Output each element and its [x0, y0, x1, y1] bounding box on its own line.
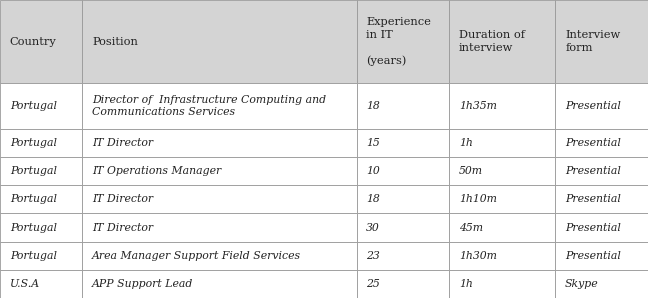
Bar	[449, 270, 555, 298]
Text: IT Director: IT Director	[92, 223, 153, 232]
Bar	[449, 129, 555, 157]
Bar	[0, 213, 82, 242]
Text: U.S.A: U.S.A	[10, 279, 40, 289]
Text: Interview
form: Interview form	[565, 30, 620, 53]
Bar	[356, 0, 449, 83]
Text: Presential: Presential	[565, 194, 621, 204]
Bar	[555, 270, 648, 298]
Bar	[82, 129, 356, 157]
Bar	[82, 242, 356, 270]
Bar	[82, 270, 356, 298]
Text: Portugal: Portugal	[10, 223, 57, 232]
Bar	[356, 185, 449, 213]
Text: Portugal: Portugal	[10, 101, 57, 111]
Text: APP Support Lead: APP Support Lead	[92, 279, 193, 289]
Bar	[449, 0, 555, 83]
Bar	[0, 129, 82, 157]
Text: IT Director: IT Director	[92, 138, 153, 148]
Bar	[449, 242, 555, 270]
Bar	[82, 213, 356, 242]
Text: IT Operations Manager: IT Operations Manager	[92, 166, 221, 176]
Text: 23: 23	[366, 251, 380, 261]
Text: Presential: Presential	[565, 251, 621, 261]
Text: 30: 30	[366, 223, 380, 232]
Text: Area Manager Support Field Services: Area Manager Support Field Services	[92, 251, 301, 261]
Text: 18: 18	[366, 194, 380, 204]
Text: Portugal: Portugal	[10, 166, 57, 176]
Text: Director of  Infrastructure Computing and
Communications Services: Director of Infrastructure Computing and…	[92, 95, 326, 117]
Text: 15: 15	[366, 138, 380, 148]
Text: 50m: 50m	[459, 166, 483, 176]
Text: Presential: Presential	[565, 101, 621, 111]
Text: 25: 25	[366, 279, 380, 289]
Bar	[356, 213, 449, 242]
Bar	[449, 83, 555, 129]
Bar	[82, 83, 356, 129]
Text: Portugal: Portugal	[10, 138, 57, 148]
Bar	[555, 213, 648, 242]
Bar	[449, 157, 555, 185]
Bar	[356, 157, 449, 185]
Bar	[555, 242, 648, 270]
Bar	[0, 242, 82, 270]
Text: IT Director: IT Director	[92, 194, 153, 204]
Text: 45m: 45m	[459, 223, 483, 232]
Text: Position: Position	[92, 37, 138, 46]
Bar	[82, 0, 356, 83]
Bar	[0, 185, 82, 213]
Text: 10: 10	[366, 166, 380, 176]
Bar	[449, 213, 555, 242]
Text: 1h: 1h	[459, 279, 473, 289]
Text: 1h35m: 1h35m	[459, 101, 497, 111]
Text: Skype: Skype	[565, 279, 599, 289]
Text: Experience
in IT

(years): Experience in IT (years)	[366, 17, 431, 66]
Bar	[555, 83, 648, 129]
Bar	[356, 270, 449, 298]
Bar	[82, 185, 356, 213]
Text: Presential: Presential	[565, 166, 621, 176]
Text: 1h: 1h	[459, 138, 473, 148]
Text: Presential: Presential	[565, 223, 621, 232]
Bar	[0, 157, 82, 185]
Text: Presential: Presential	[565, 138, 621, 148]
Text: 1h10m: 1h10m	[459, 194, 497, 204]
Text: Portugal: Portugal	[10, 251, 57, 261]
Bar	[449, 185, 555, 213]
Bar	[356, 242, 449, 270]
Bar	[356, 83, 449, 129]
Bar	[0, 270, 82, 298]
Bar	[555, 129, 648, 157]
Bar	[0, 83, 82, 129]
Bar	[0, 0, 82, 83]
Bar	[356, 129, 449, 157]
Bar	[82, 157, 356, 185]
Bar	[555, 185, 648, 213]
Text: 1h30m: 1h30m	[459, 251, 497, 261]
Text: Portugal: Portugal	[10, 194, 57, 204]
Text: Country: Country	[10, 37, 56, 46]
Bar	[555, 0, 648, 83]
Text: 18: 18	[366, 101, 380, 111]
Text: Duration of
interview: Duration of interview	[459, 30, 525, 53]
Bar	[555, 157, 648, 185]
